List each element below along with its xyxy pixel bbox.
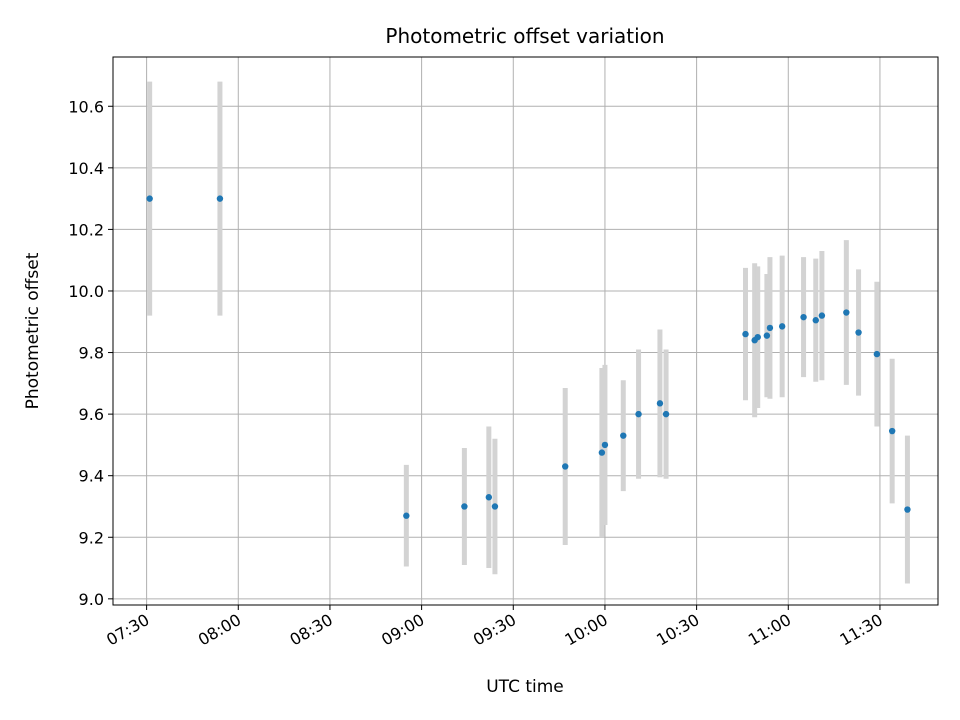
- data-point: [216, 195, 224, 202]
- data-point: [812, 317, 819, 324]
- data-point: [146, 195, 153, 202]
- data-point: [754, 333, 761, 341]
- data-point: [491, 503, 499, 510]
- data-point: [843, 309, 850, 316]
- data-point: [742, 330, 749, 338]
- y-tick-label: 9.2: [79, 528, 104, 547]
- data-point: [656, 400, 664, 407]
- x-axis-title: UTC time: [486, 677, 564, 697]
- data-point: [766, 324, 774, 332]
- y-tick-label: 9.4: [79, 467, 104, 486]
- plot-frame: [112, 56, 939, 606]
- data-point: [873, 350, 881, 358]
- data-point: [620, 432, 627, 439]
- data-point: [461, 503, 468, 510]
- data-point: [598, 449, 606, 456]
- data-point: [778, 323, 786, 330]
- y-tick-label: 10.0: [68, 282, 104, 301]
- y-tick-label: 9.0: [79, 590, 104, 609]
- data-point: [855, 329, 862, 336]
- data-point: [485, 494, 493, 501]
- data-point: [403, 512, 410, 519]
- plot-area: [113, 57, 938, 605]
- data-point: [662, 410, 670, 418]
- data-point: [904, 506, 911, 513]
- y-tick-label: 9.6: [79, 405, 104, 424]
- data-point: [800, 313, 807, 321]
- data-point: [763, 332, 771, 339]
- y-tick-label: 10.4: [68, 159, 104, 178]
- data-point: [635, 410, 642, 418]
- y-axis-title: Photometric offset: [23, 252, 43, 409]
- y-axis: 9.0 9.2 9.4 9.6 9.8 10.0 10.2 10.4 10.6: [68, 97, 113, 609]
- data-points: [146, 195, 911, 519]
- data-point: [562, 463, 569, 470]
- grid: [113, 57, 938, 605]
- y-tick-label: 10.2: [68, 220, 104, 239]
- y-tick-label: 9.8: [79, 344, 104, 363]
- data-point: [818, 312, 826, 319]
- y-tick-label: 10.6: [68, 97, 104, 116]
- data-point: [601, 441, 609, 449]
- chart-title: Photometric offset variation: [385, 24, 664, 48]
- data-point: [888, 427, 896, 435]
